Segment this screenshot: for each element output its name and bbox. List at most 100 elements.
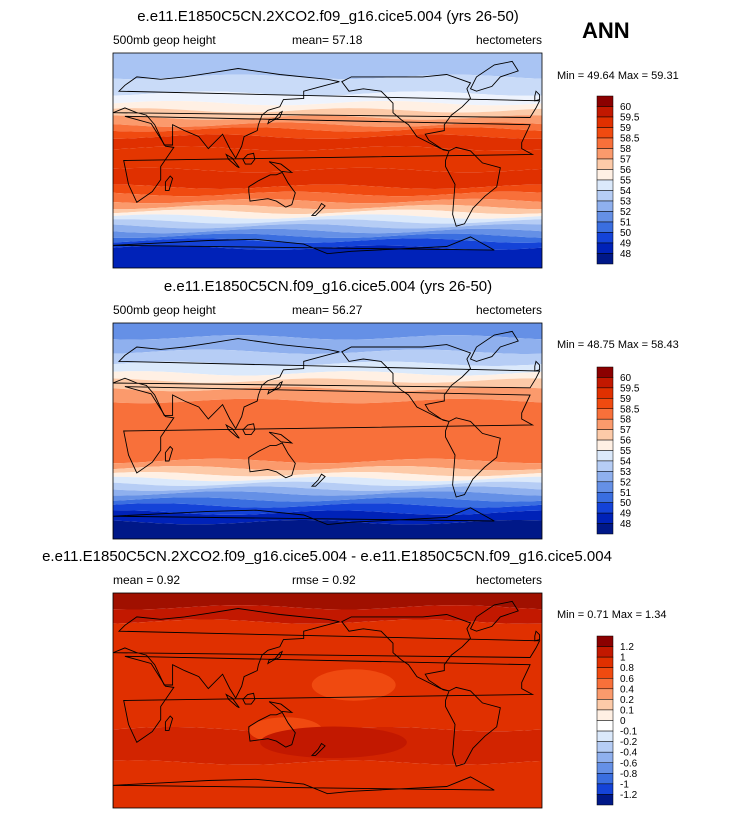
colorbar-tick-label: 0 bbox=[620, 716, 626, 727]
colorbar-tick-label: 58.5 bbox=[620, 404, 640, 415]
colorbar-box bbox=[596, 95, 614, 107]
colorbar-box bbox=[596, 429, 614, 441]
colorbar-tick-label: 57 bbox=[620, 155, 632, 166]
contour-band bbox=[113, 204, 542, 215]
colorbar-tick-label: 0.2 bbox=[620, 695, 634, 706]
coastline-australia bbox=[248, 442, 296, 479]
colorbar-box bbox=[596, 158, 614, 170]
map-panel-1 bbox=[112, 52, 543, 269]
colorbar-box bbox=[596, 481, 614, 493]
colorbar-tick-label: 51 bbox=[620, 218, 632, 229]
colorbar-box bbox=[596, 635, 614, 647]
contour-band bbox=[113, 503, 542, 515]
coastline-uk bbox=[534, 90, 541, 102]
colorbar-box bbox=[596, 678, 614, 690]
panel-3-units-label: hectometers bbox=[475, 573, 542, 587]
contour-band bbox=[113, 115, 542, 127]
colorbar-tick-label: -0.1 bbox=[620, 727, 638, 738]
colorbar-box bbox=[596, 699, 614, 711]
colorbar-box bbox=[596, 688, 614, 700]
coastline-new-zealand bbox=[310, 202, 326, 216]
contour-band bbox=[113, 127, 542, 139]
colorbar-box bbox=[596, 439, 614, 451]
colorbar-box bbox=[596, 253, 614, 265]
contour-band bbox=[113, 486, 542, 496]
colorbar-box bbox=[596, 211, 614, 223]
coastline-africa bbox=[123, 386, 535, 474]
contour-band bbox=[113, 476, 542, 486]
colorbar-box bbox=[596, 366, 614, 378]
colorbar-tick-label: 50 bbox=[620, 228, 632, 239]
contour-band bbox=[113, 491, 542, 502]
panel-2-variable-label: 500mb geop height bbox=[113, 303, 216, 317]
contour-band bbox=[113, 233, 542, 243]
colorbar-tick-label: 56 bbox=[620, 165, 632, 176]
contour-band bbox=[113, 335, 542, 354]
coastline-greenland bbox=[469, 60, 519, 92]
colorbar-box bbox=[596, 190, 614, 202]
contour-band bbox=[113, 228, 542, 238]
coastline-japan bbox=[267, 110, 284, 125]
colorbar-box bbox=[596, 773, 614, 785]
colorbar-tick-label: 53 bbox=[620, 467, 632, 478]
colorbar-tick-label: 1.2 bbox=[620, 642, 634, 653]
colorbar-tick-label: 56 bbox=[620, 436, 632, 447]
contour-band bbox=[113, 134, 542, 151]
contour-band bbox=[113, 146, 542, 173]
contour-band bbox=[113, 466, 542, 477]
colorbar-tick-label: 54 bbox=[620, 456, 632, 467]
colorbar-tick-label: 57 bbox=[620, 425, 632, 436]
colorbar-box bbox=[596, 398, 614, 409]
contour-band bbox=[113, 760, 542, 808]
coastline-greenland bbox=[469, 600, 519, 632]
colorbar-box bbox=[596, 377, 614, 389]
coastline-new-zealand bbox=[310, 473, 326, 487]
contour-band bbox=[113, 605, 542, 624]
contour-blob bbox=[311, 669, 396, 701]
colorbar-tick-label: 58 bbox=[620, 144, 632, 155]
panel-3-title: e.e11.E1850C5CN.2XCO2.f09_g16.cice5.004 … bbox=[42, 548, 612, 565]
contour-band bbox=[113, 371, 542, 383]
coastline-europe-asia bbox=[113, 68, 541, 160]
panel-2-title: e.e11.E1850C5CN.f09_g16.cice5.004 (yrs 2… bbox=[163, 278, 493, 295]
map-frame bbox=[112, 322, 543, 540]
colorbar-tick-label: 59 bbox=[620, 394, 632, 405]
colorbar-box bbox=[596, 242, 614, 254]
coastline-south-america bbox=[445, 146, 501, 227]
coastline-japan bbox=[267, 650, 284, 665]
contour-band bbox=[113, 91, 542, 106]
contour-band bbox=[113, 398, 542, 464]
colorbar-tick-label: 52 bbox=[620, 207, 632, 218]
coastline-uk bbox=[534, 360, 541, 372]
colorbar-box bbox=[596, 387, 614, 399]
colorbar-tick-label: 58.5 bbox=[620, 134, 640, 145]
colorbar-box bbox=[596, 450, 614, 462]
coastline-madagascar bbox=[164, 445, 174, 462]
contour-band bbox=[113, 245, 542, 268]
colorbar-box bbox=[596, 502, 614, 514]
panel-3-mean-label: mean = 0.92 bbox=[113, 573, 181, 587]
colorbar-box bbox=[596, 667, 614, 679]
coastline-europe-asia bbox=[113, 338, 541, 430]
coastline-sumatra bbox=[225, 423, 240, 439]
contour-band bbox=[113, 209, 542, 219]
coastline-madagascar bbox=[164, 175, 174, 191]
colorbar-3: 1.210.80.60.40.20.10-0.1-0.2-0.4-0.6-0.8… bbox=[596, 635, 638, 806]
season-label: ANN bbox=[582, 18, 630, 43]
contour-band bbox=[113, 349, 542, 366]
colorbar-tick-label: 52 bbox=[620, 477, 632, 488]
coastline-antarctica bbox=[113, 776, 495, 808]
colorbar-box bbox=[596, 137, 614, 149]
colorbar-box bbox=[596, 460, 614, 472]
coastline-antarctica bbox=[113, 236, 495, 268]
colorbar-box bbox=[596, 783, 614, 795]
coastline-borneo bbox=[242, 692, 256, 705]
map-panel-2 bbox=[112, 322, 543, 540]
contour-band bbox=[113, 101, 542, 113]
contour-band bbox=[113, 53, 542, 80]
colorbar-tick-label: -1.2 bbox=[620, 790, 638, 801]
coastline-sumatra bbox=[225, 693, 240, 709]
colorbar-tick-label: 55 bbox=[620, 446, 632, 457]
contour-band bbox=[113, 520, 542, 539]
coastline-australia bbox=[248, 171, 296, 208]
